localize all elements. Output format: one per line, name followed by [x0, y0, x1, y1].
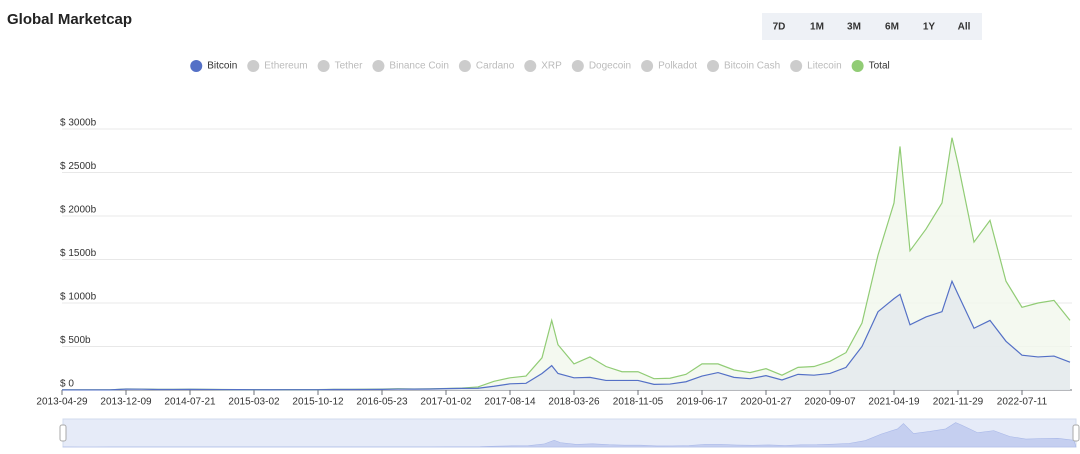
x-tick-label: 2014-07-21: [164, 397, 216, 408]
legend: Bitcoin Ethereum Tether Binance Coin Cardano…: [190, 60, 890, 72]
area: [62, 281, 1070, 390]
zoom-preview: [62, 422, 1077, 448]
legend-label: Total: [869, 61, 890, 72]
range-button[interactable]: 1Y: [923, 22, 936, 33]
y-tick-label: $ 1000b: [60, 292, 97, 303]
x-tick-label: 2018-11-05: [613, 397, 664, 408]
x-tick-label: 2022-07-11: [997, 397, 1048, 408]
range-selector: [762, 13, 982, 40]
y-tick-label: $ 2000b: [60, 205, 97, 216]
range-button[interactable]: 7D: [773, 22, 786, 33]
legend-item[interactable]: Dogecoin: [571, 60, 631, 72]
legend-label: Polkadot: [658, 61, 697, 72]
x-tick-label: 2021-11-29: [933, 397, 984, 408]
legend-item[interactable]: Tether: [317, 60, 363, 72]
legend-item[interactable]: Polkadot: [641, 60, 697, 72]
line: [61, 279, 1071, 391]
legend-marker: [641, 60, 654, 72]
legend-marker: [851, 60, 864, 72]
y-tick-label: $ 3000b: [60, 118, 97, 129]
zoom-handle[interactable]: [1072, 424, 1080, 442]
legend-label: XRP: [541, 61, 562, 72]
legend-item[interactable]: Litecoin: [790, 60, 842, 72]
x-tick-label: 2013-12-09: [100, 397, 152, 408]
y-tick-label: $ 2500b: [60, 161, 97, 172]
legend-item[interactable]: Cardano: [458, 60, 515, 72]
legend-marker: [790, 60, 803, 72]
legend-label: Ethereum: [264, 61, 307, 72]
x-tick-label: 2016-05-23: [356, 397, 408, 408]
x-tick-label: 2018-03-26: [548, 397, 600, 408]
legend-label: Bitcoin Cash: [724, 61, 780, 72]
x-tick-label: 2017-08-14: [484, 397, 536, 408]
legend-item[interactable]: Ethereum: [247, 60, 308, 72]
y-tick-label: $ 500b: [60, 335, 91, 346]
x-tick-label: 2015-03-02: [228, 397, 280, 408]
legend-label: Dogecoin: [589, 61, 631, 72]
y-tick-label: $ 1500b: [60, 248, 97, 259]
legend-label: Litecoin: [807, 61, 841, 72]
x-tick-label: 2015-10-12: [292, 397, 344, 408]
legend-item[interactable]: XRP: [524, 60, 562, 72]
legend-item[interactable]: Binance Coin: [372, 60, 449, 72]
legend-marker: [372, 60, 385, 72]
x-tick-label: 2021-04-19: [868, 397, 920, 408]
x-tick-label: 2017-01-02: [420, 397, 472, 408]
legend-marker: [190, 60, 203, 72]
x-tick-label: 2013-04-29: [36, 397, 88, 408]
legend-item[interactable]: Total: [851, 60, 890, 72]
zoom-handle[interactable]: [59, 424, 67, 442]
legend-label: Bitcoin: [207, 61, 237, 72]
range-button[interactable]: All: [958, 22, 971, 33]
y-tick-label: $ 0: [60, 379, 74, 390]
legend-marker: [707, 60, 720, 72]
x-tick-label: 2020-01-27: [740, 397, 792, 408]
x-tick-label: 2019-06-17: [676, 397, 728, 408]
chart-title: Global Marketcap: [7, 11, 132, 28]
legend-item[interactable]: Bitcoin Cash: [707, 60, 780, 72]
x-tick-label: 2020-09-07: [804, 397, 856, 408]
legend-marker: [571, 60, 584, 72]
legend-marker: [458, 60, 471, 72]
legend-marker: [317, 60, 330, 72]
legend-label: Cardano: [476, 61, 515, 72]
legend-marker: [524, 60, 537, 72]
range-button[interactable]: 3M: [847, 22, 861, 33]
range-button[interactable]: 6M: [885, 22, 899, 33]
legend-label: Tether: [335, 61, 363, 72]
legend-marker: [247, 60, 260, 72]
legend-item[interactable]: Bitcoin: [190, 60, 237, 72]
range-button[interactable]: 1M: [810, 22, 824, 33]
legend-label: Binance Coin: [389, 61, 448, 72]
